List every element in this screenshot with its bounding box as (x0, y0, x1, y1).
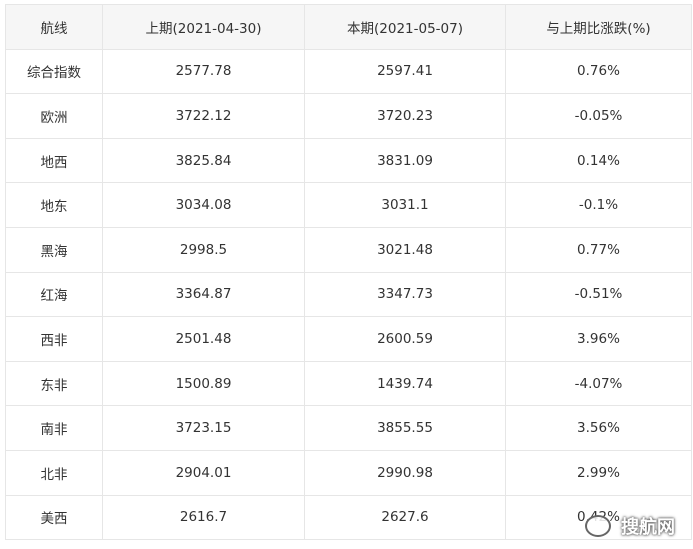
cell: -4.07% (505, 360, 692, 407)
cell: 3.96% (505, 316, 692, 362)
cell: 2904.01 (102, 449, 305, 496)
cell: 1439.74 (304, 360, 506, 407)
cell: 3825.84 (102, 137, 305, 184)
row: 综合指数 2577.78 2597.41 0.76% (5, 48, 692, 95)
row: 红海 3364.87 3347.73 -0.51% (5, 271, 692, 318)
row: 黑海 2998.5 3021.48 0.77% (5, 226, 692, 273)
cell: 东非 (5, 360, 103, 407)
row: 北非 2904.01 2990.98 2.99% (5, 449, 692, 496)
cell: 3034.08 (102, 182, 305, 228)
header-row: 航线 上期(2021-04-30) 本期(2021-05-07) 与上期比涨跌(%) (5, 4, 692, 50)
cell: 2.99% (505, 449, 692, 496)
row: 东非 1500.89 1439.74 -4.07% (5, 360, 692, 407)
row: 西非 2501.48 2600.59 3.96% (5, 316, 692, 362)
cell: -0.05% (505, 93, 692, 139)
header-cell: 上期(2021-04-30) (102, 4, 305, 50)
cell: 3831.09 (304, 137, 506, 184)
cell: 3021.48 (304, 226, 506, 273)
cell: 3855.55 (304, 405, 506, 451)
cell: 黑海 (5, 226, 103, 273)
cell: 2627.6 (304, 494, 506, 541)
cell: 综合指数 (5, 48, 103, 95)
cell: 3364.87 (102, 271, 305, 318)
header-cell: 航线 (5, 4, 103, 50)
cell: 2998.5 (102, 226, 305, 273)
cell: 2597.41 (304, 48, 506, 95)
cell: -0.1% (505, 182, 692, 228)
header-cell: 与上期比涨跌(%) (505, 4, 692, 50)
cell: 地东 (5, 182, 103, 228)
cell: 0.76% (505, 48, 692, 95)
cell: 1500.89 (102, 360, 305, 407)
watermark-icon (585, 515, 611, 537)
cell: 南非 (5, 405, 103, 451)
price-table: 航线 上期(2021-04-30) 本期(2021-05-07) 与上期比涨跌(%) 综… (5, 4, 692, 541)
cell: 西非 (5, 316, 103, 362)
cell: 0.14% (505, 137, 692, 184)
cell: 2600.59 (304, 316, 506, 362)
header-cell: 本期(2021-05-07) (304, 4, 506, 50)
watermark: 搜航网 (621, 517, 675, 538)
cell: 欧洲 (5, 93, 103, 139)
row: 地西 3825.84 3831.09 0.14% (5, 137, 692, 184)
row: 南非 3723.15 3855.55 3.56% (5, 405, 692, 451)
cell: 3720.23 (304, 93, 506, 139)
cell: 3.56% (505, 405, 692, 451)
cell: 地西 (5, 137, 103, 184)
cell: 北非 (5, 449, 103, 496)
cell: 2616.7 (102, 494, 305, 541)
cell: 3031.1 (304, 182, 506, 228)
row: 欧洲 3722.12 3720.23 -0.05% (5, 93, 692, 139)
row: 地东 3034.08 3031.1 -0.1% (5, 182, 692, 228)
cell: -0.51% (505, 271, 692, 318)
cell: 0.77% (505, 226, 692, 273)
cell: 2501.48 (102, 316, 305, 362)
cell: 3347.73 (304, 271, 506, 318)
cell: 2990.98 (304, 449, 506, 496)
cell: 美西 (5, 494, 103, 541)
cell: 2577.78 (102, 48, 305, 95)
cell: 红海 (5, 271, 103, 318)
cell: 3723.15 (102, 405, 305, 451)
cell: 3722.12 (102, 93, 305, 139)
